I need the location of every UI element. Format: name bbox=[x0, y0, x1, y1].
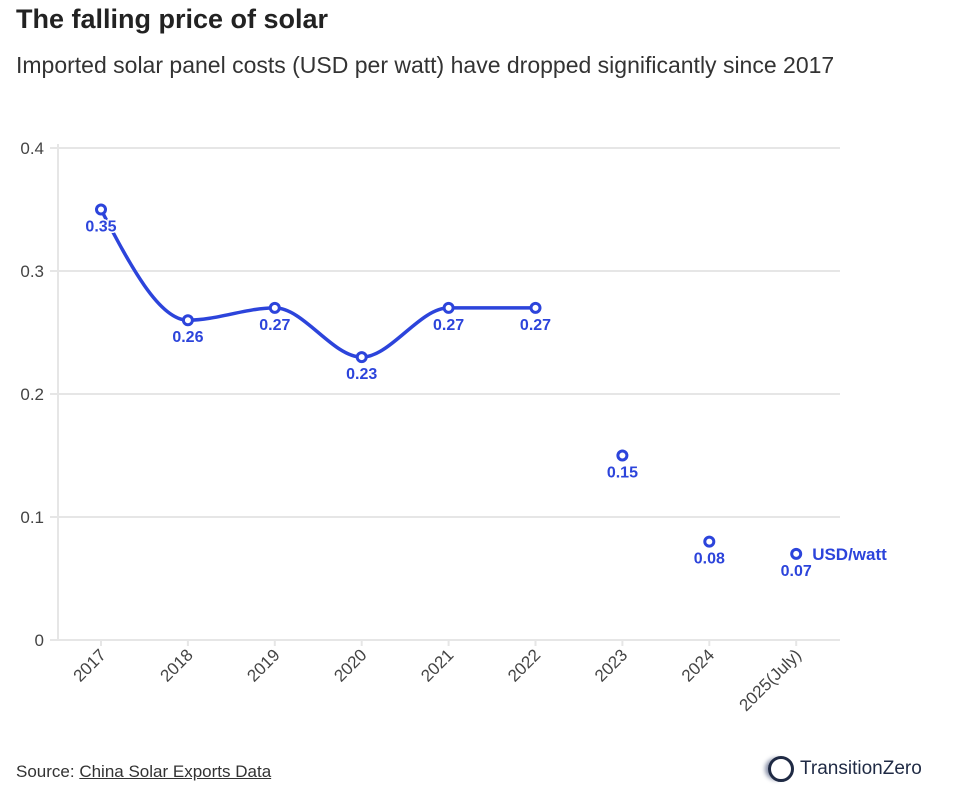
series-line bbox=[99, 208, 536, 359]
data-label: 0.07 bbox=[781, 563, 812, 580]
x-tick-label: 2021 bbox=[417, 645, 457, 685]
y-tick-label: 0.3 bbox=[20, 262, 44, 281]
data-point bbox=[616, 449, 629, 462]
data-label: 0.35 bbox=[85, 219, 116, 236]
x-tick-label: 2019 bbox=[243, 645, 283, 685]
data-label: 0.15 bbox=[607, 465, 638, 482]
chart-subtitle: Imported solar panel costs (USD per watt… bbox=[16, 52, 835, 78]
x-tick-label: 2025(July) bbox=[735, 645, 805, 715]
data-point bbox=[95, 203, 107, 216]
series-label: USD/watt bbox=[812, 545, 887, 564]
data-point bbox=[790, 547, 803, 560]
data-point bbox=[442, 301, 455, 314]
x-tick-label: 2018 bbox=[157, 645, 197, 685]
x-tick-label: 2017 bbox=[70, 645, 110, 685]
x-tick-label: 2023 bbox=[591, 645, 631, 685]
data-point bbox=[703, 535, 716, 548]
data-point bbox=[355, 351, 368, 364]
logo-ring-icon bbox=[768, 756, 794, 782]
data-label: 0.08 bbox=[694, 551, 725, 568]
x-tick-label: 2020 bbox=[330, 645, 370, 685]
data-point bbox=[181, 314, 194, 327]
y-tick-label: 0.1 bbox=[20, 508, 44, 527]
x-tick-label: 2022 bbox=[504, 645, 544, 685]
source-label: Source: bbox=[16, 762, 75, 781]
logo-text: TransitionZero bbox=[800, 758, 922, 779]
source-link[interactable]: China Solar Exports Data bbox=[79, 762, 272, 781]
y-tick-label: 0.2 bbox=[20, 385, 44, 404]
data-label: 0.27 bbox=[433, 317, 464, 334]
y-tick-label: 0.4 bbox=[20, 139, 44, 158]
x-tick-label: 2024 bbox=[678, 645, 718, 685]
data-label: 0.27 bbox=[520, 317, 551, 334]
data-label: 0.27 bbox=[259, 317, 290, 334]
transitionzero-logo: TransitionZero bbox=[768, 756, 922, 782]
data-label: 0.23 bbox=[346, 366, 377, 383]
data-point bbox=[529, 301, 542, 314]
y-tick-label: 0 bbox=[35, 631, 44, 650]
chart-title: The falling price of solar bbox=[16, 4, 329, 34]
data-label: 0.26 bbox=[172, 329, 203, 346]
source-note: Source: China Solar Exports Data bbox=[16, 762, 271, 782]
data-point bbox=[268, 301, 281, 314]
